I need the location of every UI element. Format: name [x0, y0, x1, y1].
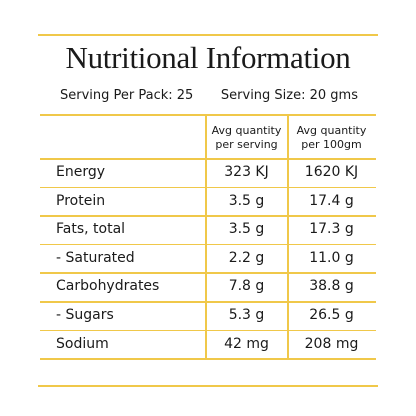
cell-value: 17.3 g: [309, 221, 354, 238]
row-line: [40, 301, 376, 303]
cell-value: 5.3 g: [228, 307, 265, 323]
row-line: [40, 186, 376, 189]
row-label: Energy: [56, 164, 106, 180]
serving-per-pack: Serving Per Pack: 25: [60, 88, 194, 103]
cell-value: 11.0 g: [309, 249, 354, 266]
cell-value: 208 mg: [304, 335, 359, 352]
column-header: Avg quantity per 100gm: [296, 124, 367, 151]
table-top: [40, 114, 376, 116]
top-rule: [38, 34, 378, 36]
cell-value: 7.8 g: [228, 278, 265, 295]
cell-value: 42 mg: [224, 335, 269, 352]
cell-value: 3.5 g: [228, 192, 265, 209]
row-line: [40, 243, 376, 246]
row-label: Sodium: [56, 335, 109, 352]
cell-value: 26.5 g: [309, 307, 354, 323]
column-line: [205, 114, 207, 359]
cell-value: 323 KJ: [224, 164, 269, 180]
cell-value: 2.2 g: [228, 249, 265, 266]
row-label: Protein: [56, 192, 106, 209]
row-line: [40, 329, 376, 332]
cell-value: 17.4 g: [309, 192, 354, 209]
row-line: [40, 215, 376, 217]
row-line: [40, 158, 376, 160]
bottom-rule: [38, 385, 378, 387]
row-line: [40, 358, 376, 360]
row-label: - Saturated: [56, 249, 135, 266]
row-label: - Sugars: [56, 307, 114, 323]
title: Nutritional Information: [65, 40, 351, 75]
cell-value: 38.8 g: [309, 278, 354, 295]
column-header: Avg quantity per serving: [211, 124, 282, 151]
row-line: [40, 272, 376, 274]
serving-size: Serving Size: 20 gms: [220, 88, 358, 103]
row-label: Carbohydrates: [56, 278, 160, 295]
cell-value: 3.5 g: [228, 221, 265, 238]
column-line: [287, 114, 289, 359]
row-label: Fats, total: [56, 221, 126, 238]
cell-value: 1620 KJ: [304, 164, 359, 180]
